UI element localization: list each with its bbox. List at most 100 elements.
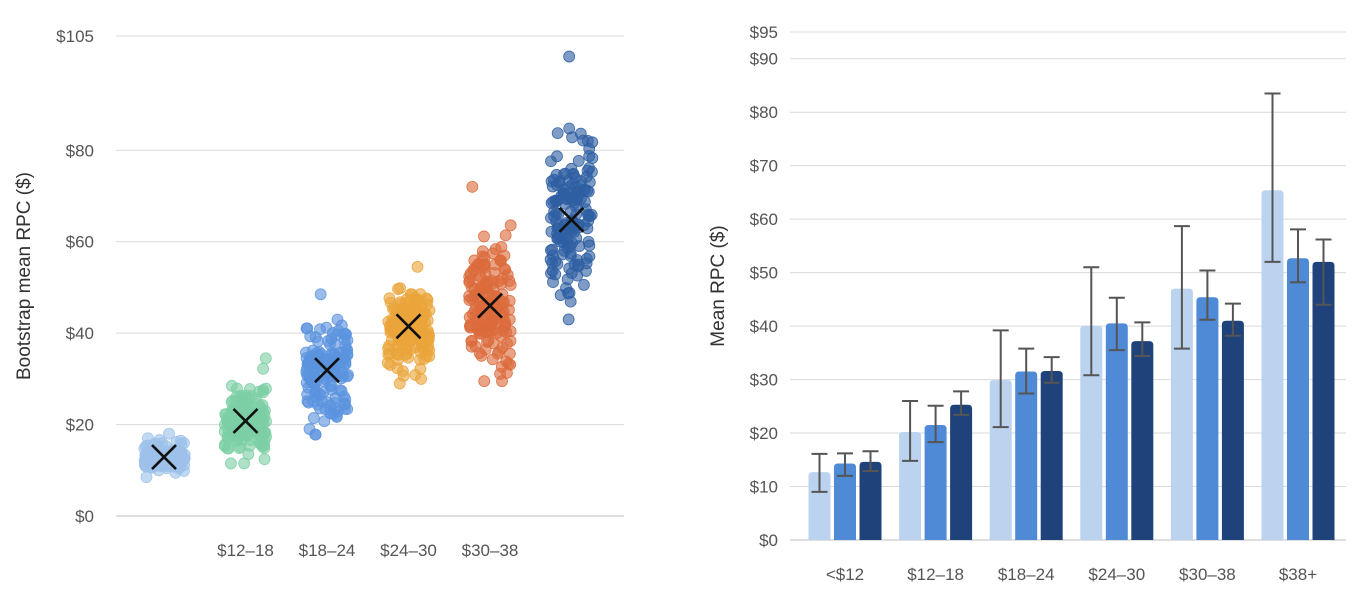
bar: [924, 425, 947, 540]
bootstrap-point: [469, 340, 482, 353]
bootstrap-point: [307, 412, 320, 424]
right-y-tick-label: $70: [750, 157, 778, 176]
right-x-tick-label: $24–30: [1088, 565, 1145, 584]
bootstrap-point: [302, 357, 315, 370]
right-y-tick-label: $50: [750, 264, 778, 283]
bootstrap-point: [231, 382, 243, 395]
bootstrap-point: [324, 338, 336, 351]
right-y-axis-title: Mean RPC ($): [708, 225, 729, 346]
bootstrap-point: [383, 292, 396, 305]
bar: [1261, 190, 1284, 540]
bootstrap-point: [314, 323, 326, 336]
bootstrap-point: [302, 396, 315, 409]
bootstrap-point: [300, 346, 312, 359]
bootstrap-point: [465, 281, 478, 294]
bootstrap-point: [563, 122, 576, 135]
error-bar: [1108, 296, 1125, 352]
bootstrap-point: [504, 358, 517, 371]
bootstrap-point: [494, 254, 507, 267]
bootstrap-point: [326, 348, 338, 361]
right-x-tick-label: $12–18: [907, 565, 964, 584]
bootstrap-point: [253, 385, 266, 398]
bootstrap-point: [551, 150, 563, 163]
error-bar: [1224, 302, 1241, 337]
bootstrap-point: [243, 428, 256, 441]
bootstrap-point: [478, 230, 490, 243]
bootstrap-point: [391, 354, 404, 366]
bootstrap-point: [550, 207, 563, 220]
bootstrap-point: [501, 268, 514, 281]
error-bar: [1199, 269, 1216, 321]
left-y-tick-label: $105: [56, 27, 94, 46]
bootstrap-point: [415, 373, 428, 385]
bar: [1040, 371, 1063, 540]
bootstrap-point: [470, 321, 483, 334]
bootstrap-point: [258, 442, 271, 454]
bootstrap-point: [479, 343, 492, 356]
left-y-tick-label: $40: [66, 324, 94, 343]
left-y-tick-label: $0: [75, 507, 94, 526]
right-x-tick-label: $18–24: [998, 565, 1055, 584]
bar: [1221, 320, 1244, 540]
bar: [1196, 297, 1219, 540]
bootstrap-point: [564, 250, 577, 263]
bootstrap-point: [411, 260, 424, 273]
bootstrap-point: [572, 154, 585, 167]
bootstrap-point: [487, 282, 500, 295]
bootstrap-point: [224, 457, 237, 470]
mean-x-marker: [395, 313, 422, 340]
bootstrap-point: [578, 183, 591, 196]
left-x-tick-label: $12–18: [217, 541, 274, 560]
bootstrap-point: [467, 264, 480, 276]
error-bar: [1264, 92, 1281, 263]
error-bar: [862, 450, 879, 473]
bootstrap-point: [486, 353, 499, 366]
left-y-tick-label: $60: [66, 233, 94, 252]
left-strip-group: [381, 260, 436, 390]
bootstrap-point: [258, 409, 271, 422]
bootstrap-point: [478, 251, 491, 264]
bootstrap-point: [411, 293, 424, 306]
bar: [1312, 261, 1335, 540]
mean-x-marker: [477, 292, 503, 319]
error-bar: [1290, 228, 1306, 284]
bar: [950, 404, 973, 540]
bootstrap-point: [314, 288, 327, 301]
left-strip-group: [463, 180, 517, 388]
bootstrap-point: [414, 363, 427, 375]
bootstrap-point: [584, 210, 596, 223]
bootstrap-point: [565, 162, 578, 175]
bootstrap-point: [562, 287, 575, 300]
bar: [834, 463, 856, 540]
bootstrap-point: [486, 325, 498, 337]
bar: [1131, 341, 1154, 540]
bar: [1170, 288, 1193, 540]
bootstrap-point: [547, 173, 560, 186]
left-strip-group: [138, 427, 191, 484]
left-x-tick-label: $18–24: [299, 541, 356, 560]
bootstrap-point: [478, 375, 491, 388]
bootstrap-point: [478, 261, 491, 274]
error-bar: [811, 452, 828, 493]
left-y-tick-label: $80: [66, 141, 94, 160]
bar: [1080, 325, 1103, 540]
bootstrap-point: [257, 362, 270, 375]
bar: [859, 461, 882, 540]
right-y-tick-label: $10: [750, 478, 778, 497]
left-strip-group: [544, 50, 599, 326]
error-bar: [902, 399, 919, 462]
left-chart: $0 $20 $40 $60 $80 $105 Bootstrap mean RPC ($)…: [14, 27, 624, 589]
bootstrap-point: [495, 241, 508, 253]
bootstrap-point: [318, 415, 331, 428]
mean-x-marker: [232, 407, 259, 434]
bootstrap-point: [314, 402, 326, 415]
bootstrap-point: [422, 334, 435, 346]
bootstrap-point: [413, 321, 426, 334]
bootstrap-point: [586, 152, 599, 164]
right-y-tick-label: $40: [750, 317, 778, 336]
error-bar: [837, 452, 853, 477]
bootstrap-point: [259, 352, 272, 365]
bootstrap-point: [466, 180, 479, 193]
